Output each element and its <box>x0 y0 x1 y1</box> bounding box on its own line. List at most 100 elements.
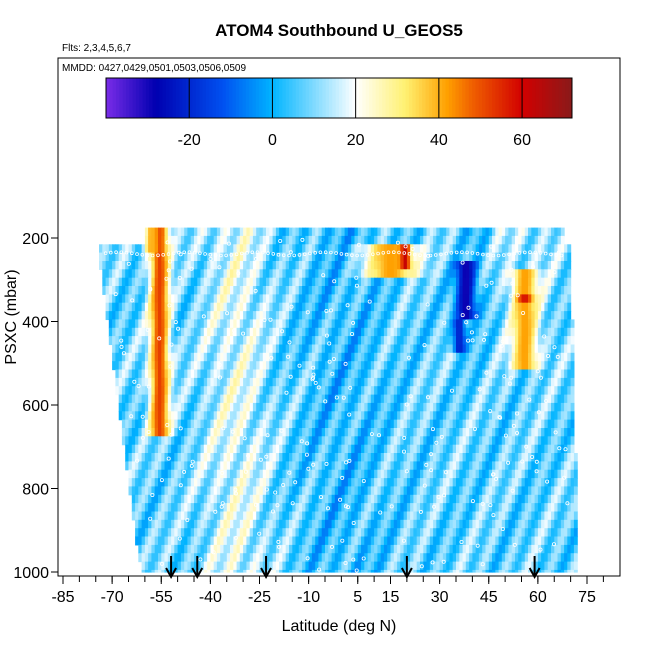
heatmap-cell <box>308 302 313 312</box>
heatmap-cell <box>423 319 428 329</box>
heatmap-cell <box>203 402 208 412</box>
heatmap-cell <box>223 419 228 429</box>
heatmap-cell <box>266 352 270 362</box>
heatmap-cell <box>413 461 418 471</box>
heatmap-cell <box>121 277 126 287</box>
heatmap-cell <box>131 478 136 488</box>
heatmap-cell <box>285 336 290 346</box>
heatmap-cell <box>377 269 382 279</box>
heatmap-cell <box>223 436 228 446</box>
heatmap-cell <box>236 327 241 337</box>
heatmap-cell <box>213 444 218 454</box>
heatmap-cell <box>279 344 283 354</box>
heatmap-cell <box>334 486 339 496</box>
heatmap-cell <box>518 327 523 337</box>
heatmap-cell <box>318 369 323 379</box>
heatmap-cell <box>462 344 467 354</box>
heatmap-cell <box>537 252 542 262</box>
heatmap-cell <box>266 361 270 371</box>
heatmap-cell <box>154 294 159 304</box>
heatmap-cell <box>403 453 408 462</box>
heatmap-cell <box>121 419 126 429</box>
heatmap-cell <box>524 294 529 304</box>
heatmap-cell <box>518 369 523 379</box>
heatmap-cell <box>121 252 126 262</box>
heatmap-cell <box>341 286 346 295</box>
heatmap-cell <box>498 369 503 379</box>
heatmap-cell <box>446 302 451 312</box>
heatmap-cell <box>423 394 428 404</box>
heatmap-cell <box>131 419 136 429</box>
heatmap-cell <box>488 402 493 412</box>
heatmap-cell <box>492 461 496 471</box>
heatmap-cell <box>308 486 313 496</box>
heatmap-cell <box>230 436 234 446</box>
heatmap-cell <box>223 386 228 396</box>
heatmap-cell <box>475 503 480 513</box>
heatmap-cell <box>131 444 136 454</box>
heatmap-cell <box>207 494 211 504</box>
heatmap-cell <box>403 252 408 262</box>
heatmap-cell <box>472 503 477 513</box>
heatmap-cell <box>118 386 123 396</box>
heatmap-cell <box>459 478 464 488</box>
heatmap-cell <box>370 252 375 262</box>
heatmap-cell <box>406 336 411 346</box>
heatmap-cell <box>377 511 382 521</box>
heatmap-cell <box>531 469 536 479</box>
heatmap-cell <box>524 394 529 404</box>
heatmap-cell <box>446 428 451 437</box>
heatmap-cell <box>334 519 339 529</box>
heatmap-cell <box>292 478 297 488</box>
heatmap-cell <box>230 319 234 329</box>
heatmap-cell <box>469 402 473 412</box>
heatmap-cell <box>220 494 225 504</box>
heatmap-cell <box>446 519 451 529</box>
heatmap-cell <box>226 486 231 496</box>
heatmap-cell <box>236 453 241 462</box>
heatmap-cell <box>495 428 500 437</box>
heatmap-cell <box>544 261 549 270</box>
heatmap-cell <box>289 261 293 270</box>
heatmap-cell <box>380 311 385 321</box>
heatmap-cell <box>194 428 198 437</box>
heatmap-cell <box>344 286 349 295</box>
heatmap-cell <box>524 411 529 421</box>
heatmap-cell <box>442 294 447 304</box>
heatmap-cell <box>544 244 549 254</box>
heatmap-cell <box>164 261 169 270</box>
heatmap-cell <box>426 419 431 429</box>
heatmap-cell <box>475 444 480 454</box>
heatmap-cell <box>230 419 234 429</box>
heatmap-cell <box>282 494 287 504</box>
heatmap-cell <box>436 494 441 504</box>
heatmap-cell <box>380 461 385 471</box>
heatmap-cell <box>272 261 277 270</box>
heatmap-cell <box>560 478 565 488</box>
heatmap-cell <box>311 444 316 454</box>
heatmap-cell <box>135 361 139 371</box>
heatmap-cell <box>475 494 480 504</box>
heatmap-cell <box>541 444 545 454</box>
heatmap-cell <box>118 286 123 295</box>
heatmap-cell <box>433 411 437 421</box>
heatmap-cell <box>347 428 352 437</box>
heatmap-cell <box>282 503 287 513</box>
heatmap-cell <box>560 319 565 329</box>
heatmap-cell <box>167 461 172 471</box>
heatmap-cell <box>505 252 509 262</box>
heatmap-cell <box>305 411 310 421</box>
heatmap-cell <box>315 428 320 437</box>
heatmap-cell <box>200 377 205 387</box>
heatmap-cell <box>194 394 198 404</box>
heatmap-cell <box>551 386 555 396</box>
heatmap-cell <box>374 269 378 279</box>
heatmap-cell <box>344 352 349 362</box>
heatmap-cell <box>560 369 565 379</box>
heatmap-cell <box>125 428 130 437</box>
heatmap-cell <box>190 302 195 312</box>
heatmap-cell <box>551 419 555 429</box>
heatmap-cell <box>518 428 523 437</box>
heatmap-cell <box>495 277 500 287</box>
heatmap-cell <box>272 352 277 362</box>
